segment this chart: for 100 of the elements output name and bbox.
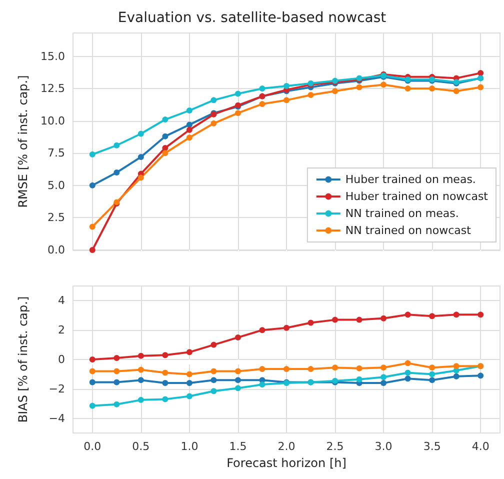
point — [429, 371, 436, 378]
point — [453, 373, 460, 380]
point — [234, 377, 241, 384]
x-tick-label: 1.5 — [229, 440, 247, 453]
point — [380, 374, 387, 380]
point — [138, 130, 144, 137]
point — [162, 370, 168, 376]
point — [429, 377, 436, 384]
point — [356, 365, 362, 372]
point — [114, 401, 120, 408]
point — [404, 360, 411, 366]
point — [332, 88, 338, 94]
y-tick-label: 15.0 — [40, 50, 65, 63]
point — [234, 110, 241, 116]
legend-label: NN trained on nowcast — [345, 224, 472, 237]
point — [186, 371, 192, 378]
point — [162, 116, 168, 123]
point — [210, 342, 217, 348]
point — [186, 134, 192, 141]
point — [234, 334, 241, 340]
x-tick-label: 3.0 — [374, 440, 392, 453]
point — [453, 363, 460, 370]
point — [284, 97, 290, 104]
chart-title: Evaluation vs. satellite-based nowcast — [118, 10, 387, 26]
x-tick-label: 2.5 — [326, 440, 344, 453]
point — [114, 170, 120, 176]
point — [138, 377, 144, 384]
point — [162, 396, 168, 402]
x-tick-label: 2.0 — [278, 440, 296, 453]
y-axis-title: RMSE [% of inst. cap.] — [16, 75, 30, 208]
point — [478, 70, 484, 76]
point — [453, 88, 460, 94]
x-tick-label: 1.0 — [180, 440, 198, 453]
point — [138, 396, 144, 403]
point — [478, 84, 484, 90]
point — [138, 352, 144, 359]
point — [234, 385, 241, 392]
legend-label: Huber trained on meas. — [345, 173, 476, 186]
point — [89, 368, 96, 374]
point — [332, 364, 338, 371]
point — [284, 82, 290, 89]
point — [259, 327, 266, 334]
point — [356, 84, 362, 90]
point — [429, 313, 436, 320]
point — [380, 380, 387, 386]
y-tick-label: 7.5 — [48, 146, 65, 160]
point — [89, 356, 96, 362]
point — [186, 349, 192, 356]
point — [259, 86, 266, 92]
point — [478, 312, 484, 318]
point — [186, 126, 192, 133]
point — [162, 133, 168, 140]
y-tick-label: 5.0 — [48, 178, 65, 192]
point — [162, 144, 168, 151]
point — [308, 92, 314, 98]
y-tick-label: 0 — [58, 353, 65, 366]
point — [404, 312, 411, 318]
y-tick-label: 12.5 — [40, 82, 65, 96]
y-tick-label: 10.0 — [40, 114, 65, 128]
point — [186, 108, 192, 114]
y-tick-label: −2 — [48, 382, 65, 396]
point — [380, 315, 387, 322]
point — [186, 393, 192, 400]
point — [89, 224, 96, 230]
point — [259, 381, 266, 388]
point — [234, 368, 241, 374]
point — [138, 366, 144, 373]
point — [308, 320, 314, 326]
point — [404, 376, 411, 382]
x-tick-label: 4.0 — [472, 440, 490, 453]
point — [380, 82, 387, 88]
point — [210, 120, 217, 126]
point — [356, 316, 362, 323]
point — [162, 150, 168, 156]
point — [162, 380, 168, 386]
point — [429, 86, 436, 92]
point — [186, 122, 192, 128]
y-axis-title: BIAS [% of inst. cap.] — [16, 296, 30, 423]
point — [89, 151, 96, 158]
legend-label: NN trained on meas. — [345, 207, 459, 220]
point — [210, 368, 217, 374]
point — [234, 90, 241, 97]
point — [404, 370, 411, 376]
point — [380, 364, 387, 371]
y-tick-label: 2.5 — [48, 211, 65, 224]
point — [89, 379, 96, 386]
x-tick-label: 0.5 — [132, 440, 150, 453]
point — [210, 97, 217, 104]
y-tick-label: 4 — [58, 294, 65, 308]
point — [478, 372, 484, 379]
point — [162, 352, 168, 358]
point — [89, 402, 96, 409]
point — [114, 355, 120, 362]
x-tick-label: 0.0 — [84, 440, 102, 453]
point — [356, 376, 362, 382]
point — [89, 182, 96, 188]
point — [308, 366, 314, 372]
point — [210, 377, 217, 384]
point — [138, 154, 144, 160]
y-tick-label: −4 — [48, 412, 65, 425]
